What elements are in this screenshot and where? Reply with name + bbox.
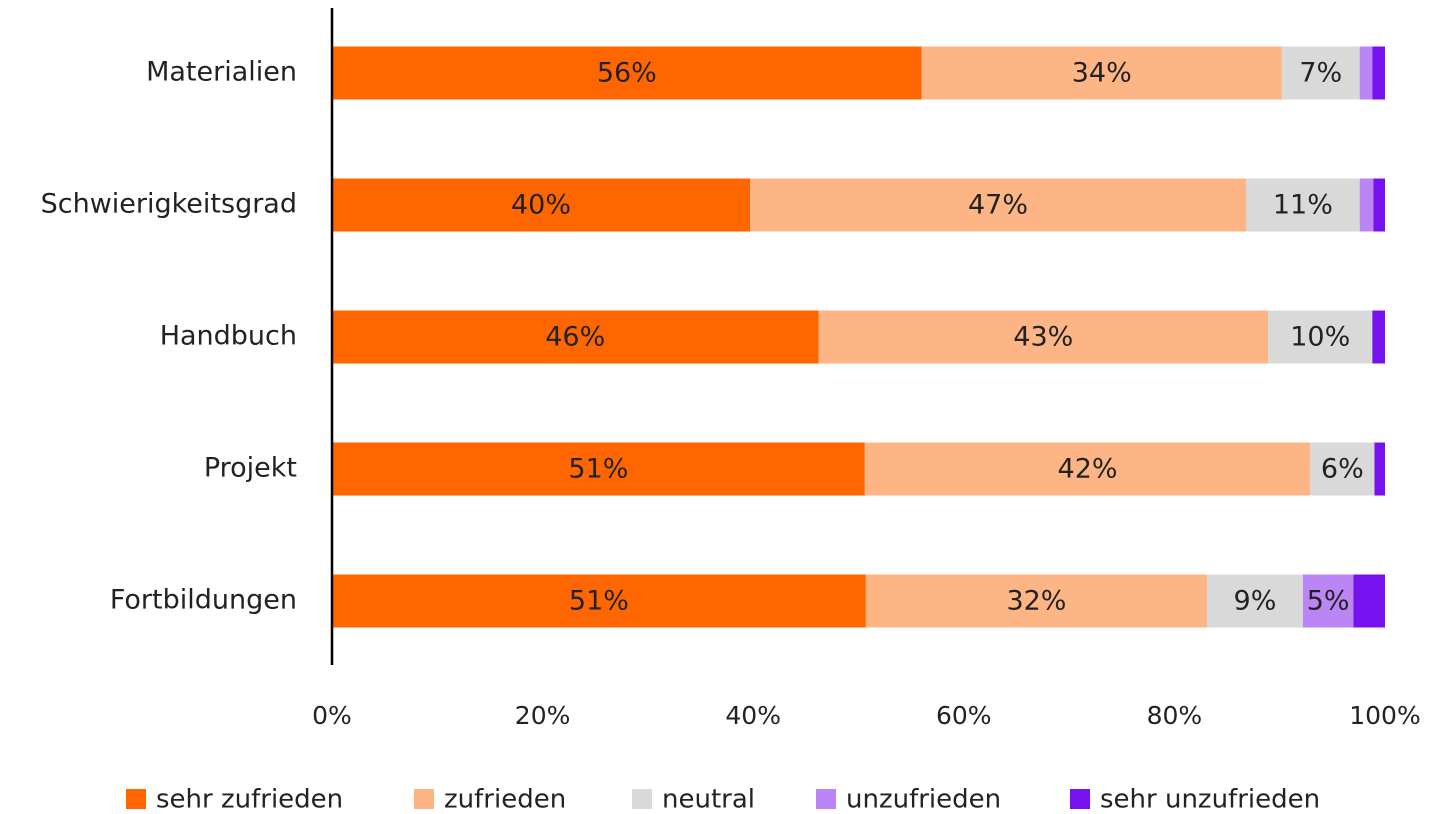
category-label: Fortbildungen <box>110 585 297 616</box>
data-label: 46% <box>545 322 605 353</box>
legend-swatch <box>414 789 434 809</box>
bar-segment <box>332 310 819 364</box>
category-label: Handbuch <box>160 321 297 352</box>
bar-segment <box>332 46 922 100</box>
bar-segment <box>1372 310 1385 364</box>
data-label: 56% <box>597 58 657 89</box>
bar-segment <box>865 574 1208 628</box>
data-label: 10% <box>1290 322 1350 353</box>
bar-segment <box>864 442 1311 496</box>
data-label: 51% <box>568 454 628 485</box>
data-label: 32% <box>1006 586 1066 617</box>
data-label: 11% <box>1273 190 1333 221</box>
data-label: 7% <box>1299 58 1342 89</box>
legend-swatch <box>1070 789 1090 809</box>
bar-segment <box>1374 442 1385 496</box>
x-tick-label: 80% <box>1147 701 1203 730</box>
x-tick-label: 100% <box>1349 701 1420 730</box>
bar-segment <box>750 178 1247 232</box>
bar-segment <box>1207 574 1303 628</box>
bar-segment <box>1246 178 1360 232</box>
bar-segment <box>1268 310 1373 364</box>
bar-segment <box>1310 442 1375 496</box>
x-tick-label: 0% <box>312 701 352 730</box>
bar-segment <box>1359 46 1373 100</box>
legend-label: sehr zufrieden <box>156 785 343 814</box>
data-label: 43% <box>1013 322 1073 353</box>
legend-label: unzufrieden <box>846 785 1001 814</box>
bar-segment <box>818 310 1269 364</box>
legend-swatch <box>816 789 836 809</box>
data-label: 42% <box>1058 454 1118 485</box>
category-label: Schwierigkeitsgrad <box>41 189 297 220</box>
data-label: 6% <box>1321 454 1364 485</box>
bar-segment <box>332 574 866 628</box>
bar-segment <box>332 442 865 496</box>
bar-segment <box>921 46 1282 100</box>
category-label: Projekt <box>204 453 297 484</box>
legend-label: sehr unzufrieden <box>1100 785 1320 814</box>
x-tick-label: 40% <box>725 701 781 730</box>
bar-segment <box>332 178 751 232</box>
legend-label: zufrieden <box>444 785 566 814</box>
data-label: 5% <box>1307 586 1350 617</box>
legend-label: neutral <box>662 785 755 814</box>
data-label: 9% <box>1234 586 1277 617</box>
category-label: Materialien <box>146 57 297 88</box>
data-label: 40% <box>511 190 571 221</box>
bar-segment <box>1281 46 1360 100</box>
legend-swatch <box>632 789 652 809</box>
legend-swatch <box>126 789 146 809</box>
bar-segment <box>1359 178 1374 232</box>
x-tick-label: 20% <box>515 701 571 730</box>
bar-segment <box>1372 46 1385 100</box>
bar-segment <box>1373 178 1385 232</box>
bar-segment <box>1302 574 1354 628</box>
x-tick-label: 60% <box>936 701 992 730</box>
bar-segment <box>1353 574 1385 628</box>
data-label: 47% <box>968 190 1028 221</box>
data-label: 34% <box>1072 58 1132 89</box>
data-label: 51% <box>569 586 629 617</box>
